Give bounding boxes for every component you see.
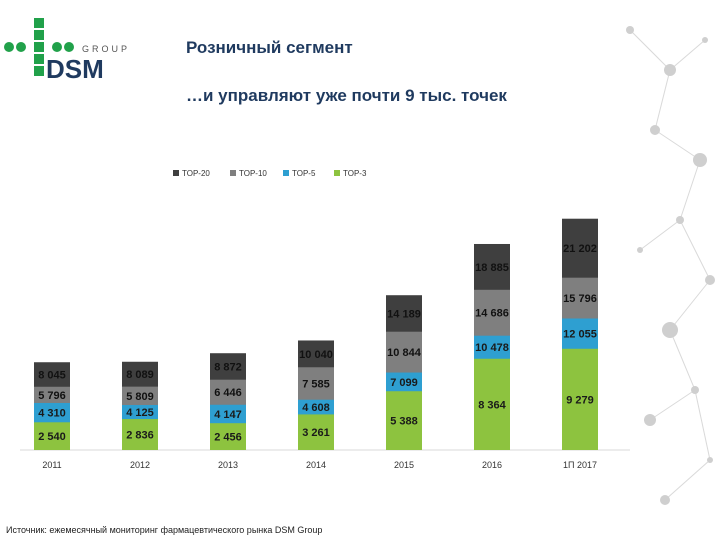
x-tick-2015: 2015	[394, 460, 414, 470]
value-label-top-10-2011: 5 796	[38, 390, 66, 402]
bar-top-3-2012	[122, 419, 158, 450]
value-label-top-3-2011: 2 540	[38, 431, 66, 443]
x-tick-2014: 2014	[306, 460, 326, 470]
value-label-top-10-2014: 7 585	[302, 378, 330, 390]
logo-sub: GROUP	[82, 44, 130, 54]
value-label-top-10-2013: 6 446	[214, 387, 242, 399]
legend-label-top-20: TOP-20	[182, 169, 210, 178]
source-note: Источник: ежемесячный мониторинг фармаце…	[6, 525, 323, 535]
value-label-top-5-2015: 7 099	[390, 377, 418, 389]
retail-points-chart: TOP-20 TOP-10 TOP-5 TOP-3 8 045 5 796 4 310 2 …	[20, 169, 630, 470]
legend-label-top-3: TOP-3	[343, 169, 367, 178]
value-label-top-5-2012: 4 125	[126, 407, 154, 419]
value-label-group: 8 045 5 796 4 310 2 540 8 089 5 809 4 125 2 836…	[38, 243, 597, 443]
x-tick-2012: 2012	[130, 460, 150, 470]
value-label-top-5-2016: 10 478	[475, 342, 509, 354]
legend-swatch-top-3	[334, 170, 340, 176]
value-label-top-20-2014: 10 040	[299, 349, 333, 361]
x-tick-2013: 2013	[218, 460, 238, 470]
value-label-top-20-2013: 8 872	[214, 361, 242, 373]
legend-swatch-top-10	[230, 170, 236, 176]
value-label-top-3-2013: 2 456	[214, 432, 242, 444]
value-label-top-5-2013: 4 147	[214, 409, 242, 421]
bar-top-3-2014	[298, 414, 334, 450]
value-label-top-20-2016: 18 885	[475, 262, 509, 274]
value-label-top-5-2014: 4 608	[302, 402, 330, 414]
dsm-group-logo: GROUP DSM	[4, 18, 130, 84]
page-title: Розничный сегмент	[186, 38, 353, 57]
legend-label-top-10: TOP-10	[239, 169, 267, 178]
logo-text: DSM	[46, 54, 104, 84]
bar-top-3-2013	[210, 423, 246, 450]
legend-swatch-top-5	[283, 170, 289, 176]
legend-label-top-5: TOP-5	[292, 169, 316, 178]
value-label-top-20-2015: 14 189	[387, 308, 421, 320]
page-subtitle: …и управляют уже почти 9 тыс. точек	[186, 86, 507, 105]
x-tick-1П-2017: 1П 2017	[563, 460, 597, 470]
value-label-top-3-2012: 2 836	[126, 430, 154, 442]
value-label-top-20-1П-2017: 21 202	[563, 243, 597, 255]
bar-top-3-2011	[34, 422, 70, 450]
value-label-top-10-1П-2017: 15 796	[563, 293, 597, 305]
x-tick-2016: 2016	[482, 460, 502, 470]
value-label-top-10-2012: 5 809	[126, 391, 154, 403]
molecule-decoration	[626, 26, 715, 505]
value-label-top-20-2011: 8 045	[38, 370, 66, 382]
x-tick-2011: 2011	[42, 460, 61, 470]
bar-group	[34, 218, 598, 450]
value-label-top-10-2016: 14 686	[475, 308, 509, 320]
value-label-top-5-1П-2017: 12 055	[563, 329, 597, 341]
x-tick-group: 2011 2012 2013 2014 2015 2016 1П 2017	[42, 460, 597, 470]
bar-top-3-2016	[474, 358, 510, 450]
value-label-top-3-2015: 5 388	[390, 416, 418, 428]
chart-legend: TOP-20 TOP-10 TOP-5 TOP-3	[173, 169, 367, 178]
value-label-top-5-2011: 4 310	[38, 408, 66, 420]
value-label-top-20-2012: 8 089	[126, 369, 154, 381]
value-label-top-10-2015: 10 844	[387, 347, 422, 359]
bar-top-3-1П-2017	[562, 348, 598, 450]
value-label-top-3-2016: 8 364	[478, 399, 506, 411]
value-label-top-3-2014: 3 261	[302, 427, 330, 439]
bar-top-3-2015	[386, 391, 422, 450]
value-label-top-3-1П-2017: 9 279	[566, 394, 594, 406]
legend-swatch-top-20	[173, 170, 179, 176]
